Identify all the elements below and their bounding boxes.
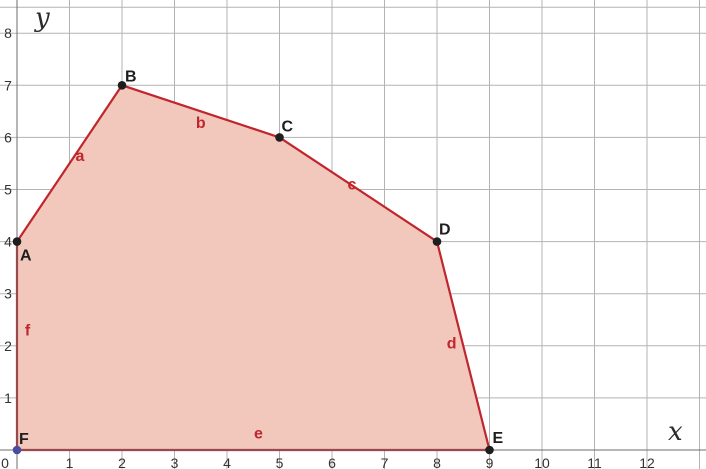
y-axis-title: y [34, 3, 50, 33]
edge-d-label: d [447, 335, 457, 352]
edge-e-label: e [254, 426, 263, 443]
y-tick-label: 6 [4, 129, 12, 145]
polygon-region [15, 84, 491, 452]
polygon-fill [17, 85, 490, 451]
vertex-B-label: B [125, 68, 137, 85]
vertex-D-dot [432, 237, 442, 246]
vertices: A B C D E F [12, 68, 504, 455]
x-tick-label: 10 [534, 455, 550, 469]
y-tick-label: 2 [4, 338, 12, 354]
vertex-C-dot [275, 133, 284, 142]
edge-a-label: a [76, 148, 85, 165]
edge-d [435, 240, 491, 452]
edge-labels: a b c d e f [25, 115, 457, 443]
x-tick-label: 0 [1, 455, 9, 469]
vertex-F-label: F [19, 431, 29, 448]
vertex-E-dot [485, 445, 494, 455]
edge-a [15, 84, 124, 243]
y-tick-label: 7 [4, 77, 12, 93]
x-tick-label: 3 [171, 455, 179, 469]
vertex-C-label: C [282, 118, 294, 135]
x-tick-label: 1 [66, 455, 74, 469]
x-tick-label: 12 [639, 455, 655, 469]
edge-b [120, 84, 281, 139]
vertex-E-label: E [493, 430, 504, 447]
x-tick-label: 11 [587, 455, 602, 469]
x-tick-label: 7 [381, 455, 389, 469]
x-axis-title: x [668, 417, 683, 447]
x-tick-label: 9 [486, 455, 494, 469]
vertex-D-label: D [439, 222, 451, 239]
y-tick-label: 5 [4, 182, 12, 198]
edge-f-label: f [25, 322, 31, 339]
x-tick-label: 8 [433, 455, 441, 469]
x-tick-label: 4 [223, 455, 231, 469]
x-tick-label: 2 [118, 455, 126, 469]
vertex-B-dot [117, 81, 127, 90]
y-tick-label: 8 [4, 25, 12, 41]
vertex-A-dot [12, 237, 22, 246]
vertex-A-label: A [20, 248, 32, 265]
vertex-F-dot [12, 445, 22, 455]
y-tick-label: 4 [4, 234, 12, 250]
x-tick-label: 6 [328, 455, 336, 469]
edge-b-label: b [196, 115, 206, 132]
x-tick-label: 5 [276, 455, 284, 469]
edge-c [278, 136, 439, 243]
y-tick-label: 3 [4, 286, 12, 302]
edge-c-label: c [347, 177, 356, 194]
y-tick-label: 1 [4, 390, 12, 406]
